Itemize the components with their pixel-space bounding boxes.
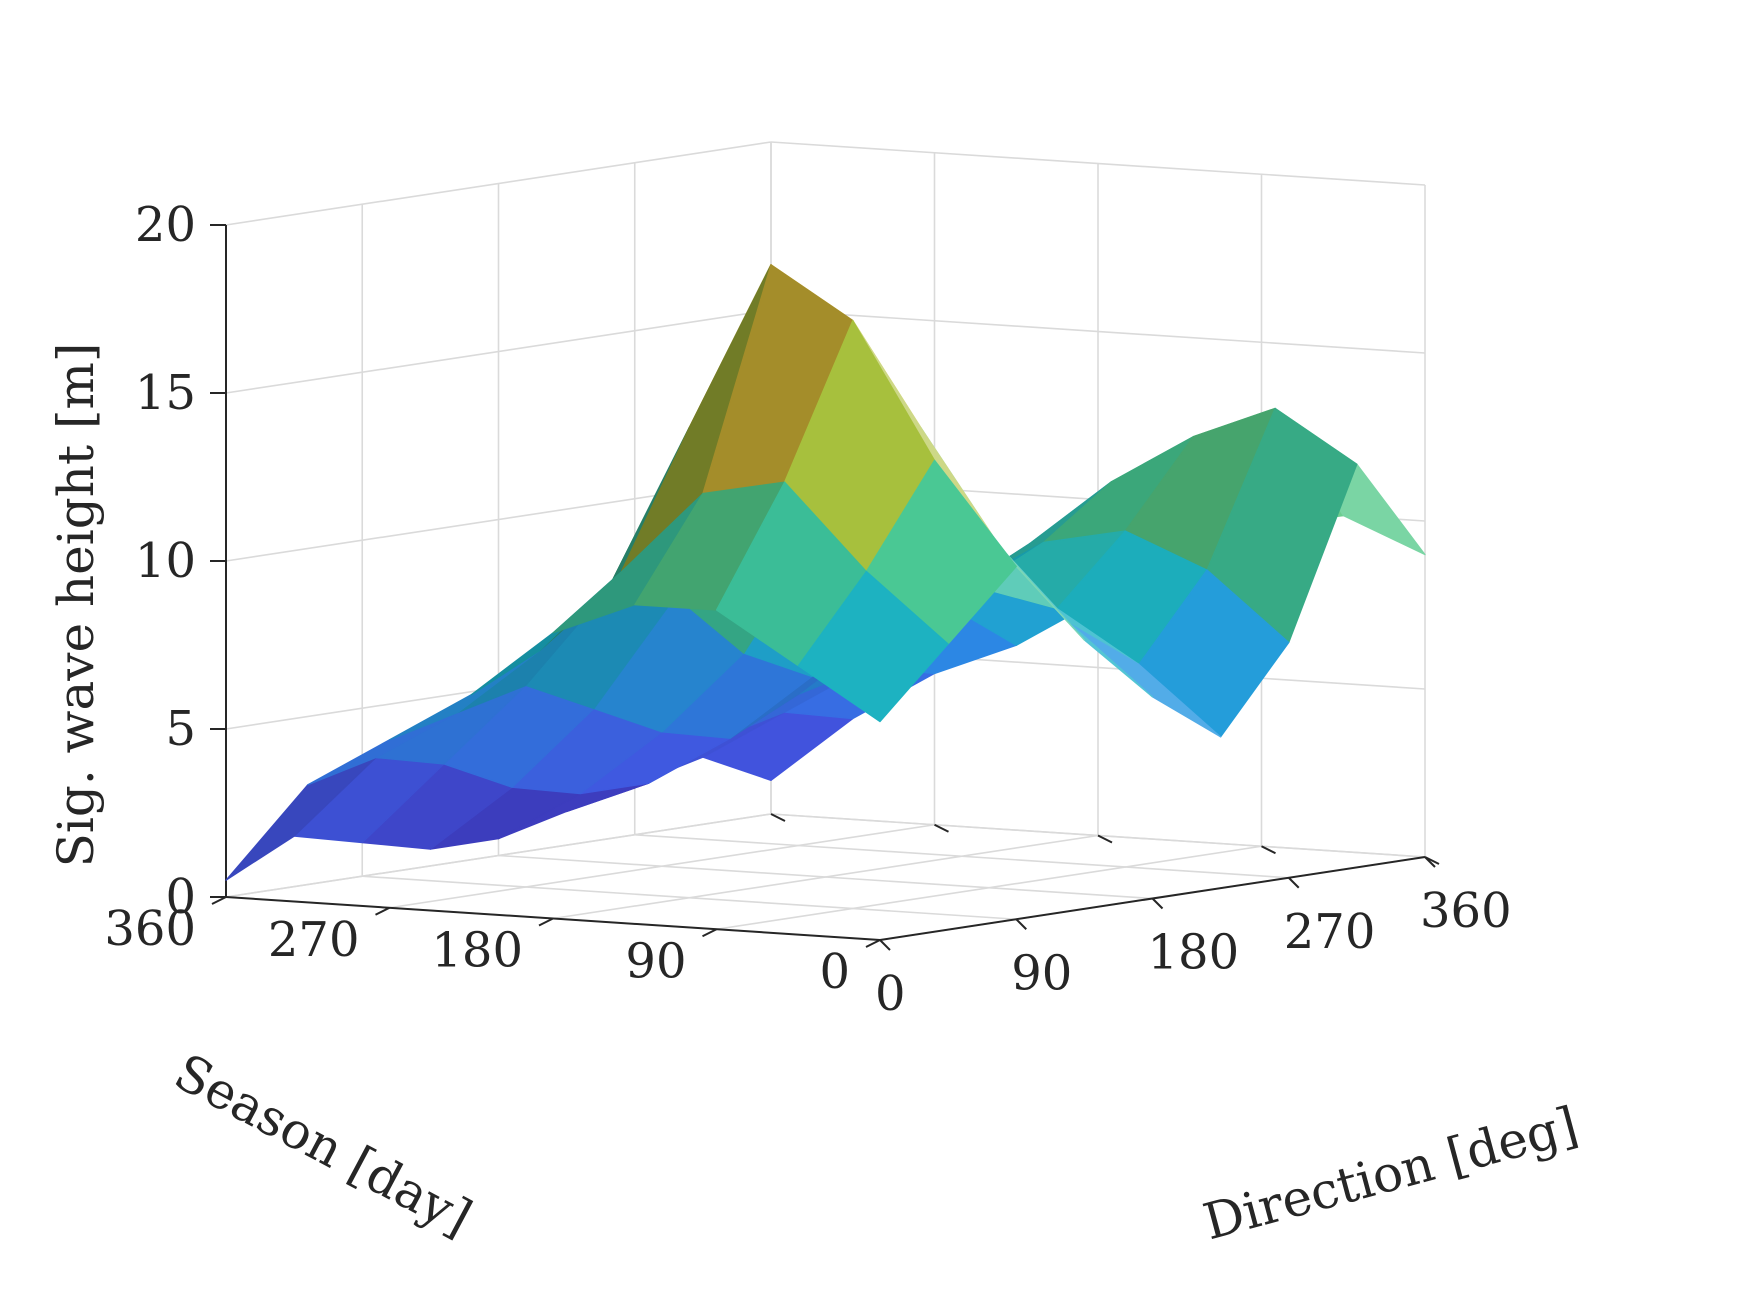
z-tick-label: 15 <box>135 365 196 421</box>
grid-line <box>225 813 772 898</box>
grid-line <box>225 141 772 226</box>
x-tick <box>879 939 891 951</box>
x-tick <box>1424 856 1436 868</box>
x-tick-label: 360 <box>1420 883 1512 939</box>
axes <box>210 224 1440 951</box>
y-axis-title: Season [day] <box>165 1043 481 1248</box>
y-tick-label: 180 <box>431 923 523 979</box>
y-tick <box>865 939 881 948</box>
z-tick-label: 5 <box>165 701 196 757</box>
surface-patch <box>797 570 949 723</box>
x-tick <box>1288 877 1300 889</box>
y-tick <box>375 906 390 916</box>
x-tick-label: 90 <box>1011 945 1072 1001</box>
x-tick-label: 0 <box>875 966 906 1022</box>
grid-line <box>389 823 935 909</box>
y-tick <box>770 813 786 822</box>
grid-line <box>716 845 1262 931</box>
z-axis-title: Sig. wave height [m] <box>47 343 105 868</box>
z-tick-label: 0 <box>165 869 196 925</box>
z-tick-label: 20 <box>135 197 196 253</box>
grid-line <box>225 309 772 394</box>
y-tick-label: 270 <box>268 912 360 968</box>
y-tick <box>1097 834 1113 844</box>
y-tick <box>702 928 717 938</box>
grid-line <box>770 309 1426 354</box>
y-tick <box>211 896 227 905</box>
x-tick <box>1015 918 1027 930</box>
x-axis-title: Direction [deg] <box>1197 1096 1583 1252</box>
surface-plot <box>225 264 1426 881</box>
x-tick-label: 180 <box>1148 925 1240 981</box>
z-tick-label: 10 <box>135 533 196 589</box>
y-tick-label: 360 <box>104 901 196 957</box>
grid-line <box>770 141 1426 186</box>
y-tick <box>934 823 949 833</box>
x-tick <box>1151 897 1164 910</box>
grid-line <box>552 834 1099 920</box>
y-tick-label: 90 <box>625 933 686 989</box>
y-tick <box>538 917 554 927</box>
y-tick <box>1261 845 1276 855</box>
x-tick-label: 270 <box>1284 904 1376 960</box>
y-tick-label: 0 <box>819 944 850 1000</box>
